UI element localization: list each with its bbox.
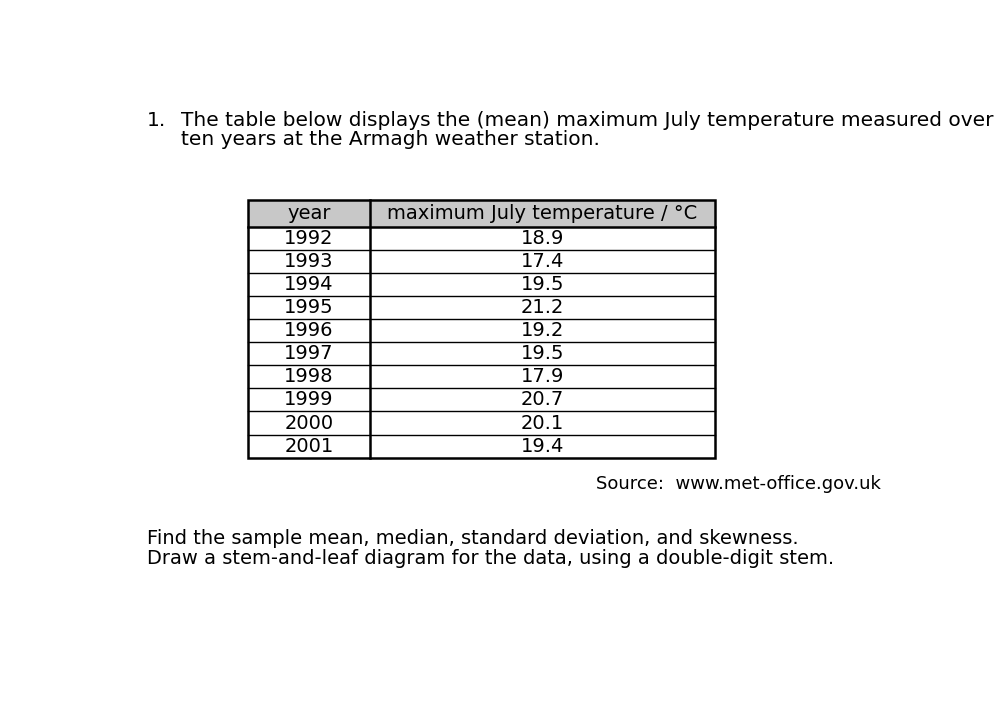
Text: 19.2: 19.2	[521, 321, 565, 340]
Text: 19.4: 19.4	[521, 437, 565, 456]
Bar	[247, 366, 715, 389]
Text: maximum July temperature / °C: maximum July temperature / °C	[387, 204, 698, 223]
Text: 19.5: 19.5	[521, 275, 565, 294]
Bar	[247, 389, 715, 412]
Text: 1997: 1997	[284, 344, 333, 363]
Text: 19.5: 19.5	[521, 344, 565, 363]
Text: The table below displays the (mean) maximum July temperature measured over: The table below displays the (mean) maxi…	[181, 111, 993, 131]
Text: 1992: 1992	[284, 229, 333, 248]
Text: 18.9: 18.9	[521, 229, 565, 248]
Bar	[247, 200, 715, 226]
Bar	[247, 249, 715, 273]
Text: 20.7: 20.7	[521, 390, 565, 410]
Text: Find the sample mean, median, standard deviation, and skewness.: Find the sample mean, median, standard d…	[147, 528, 799, 547]
Text: 1994: 1994	[284, 275, 333, 294]
Text: 1995: 1995	[284, 298, 333, 317]
Text: year: year	[287, 204, 330, 223]
Text: Draw a stem-and-leaf diagram for the data, using a double-digit stem.: Draw a stem-and-leaf diagram for the dat…	[147, 549, 834, 567]
Text: 1993: 1993	[284, 252, 333, 271]
Bar	[247, 273, 715, 296]
Text: 20.1: 20.1	[521, 414, 565, 433]
Bar	[247, 319, 715, 342]
Bar	[247, 226, 715, 249]
Text: 2001: 2001	[284, 437, 333, 456]
Text: 1996: 1996	[284, 321, 333, 340]
Text: Source:  www.met-office.gov.uk: Source: www.met-office.gov.uk	[596, 474, 881, 492]
Bar	[247, 435, 715, 458]
Bar	[247, 412, 715, 435]
Bar	[247, 200, 715, 458]
Text: 1.: 1.	[147, 111, 166, 131]
Text: 1998: 1998	[284, 367, 333, 386]
Bar	[247, 296, 715, 319]
Text: ten years at the Armagh weather station.: ten years at the Armagh weather station.	[181, 131, 600, 149]
Text: 17.4: 17.4	[521, 252, 565, 271]
Text: 1999: 1999	[284, 390, 333, 410]
Bar	[247, 342, 715, 366]
Text: 21.2: 21.2	[521, 298, 565, 317]
Text: 17.9: 17.9	[521, 367, 565, 386]
Text: 2000: 2000	[284, 414, 333, 433]
